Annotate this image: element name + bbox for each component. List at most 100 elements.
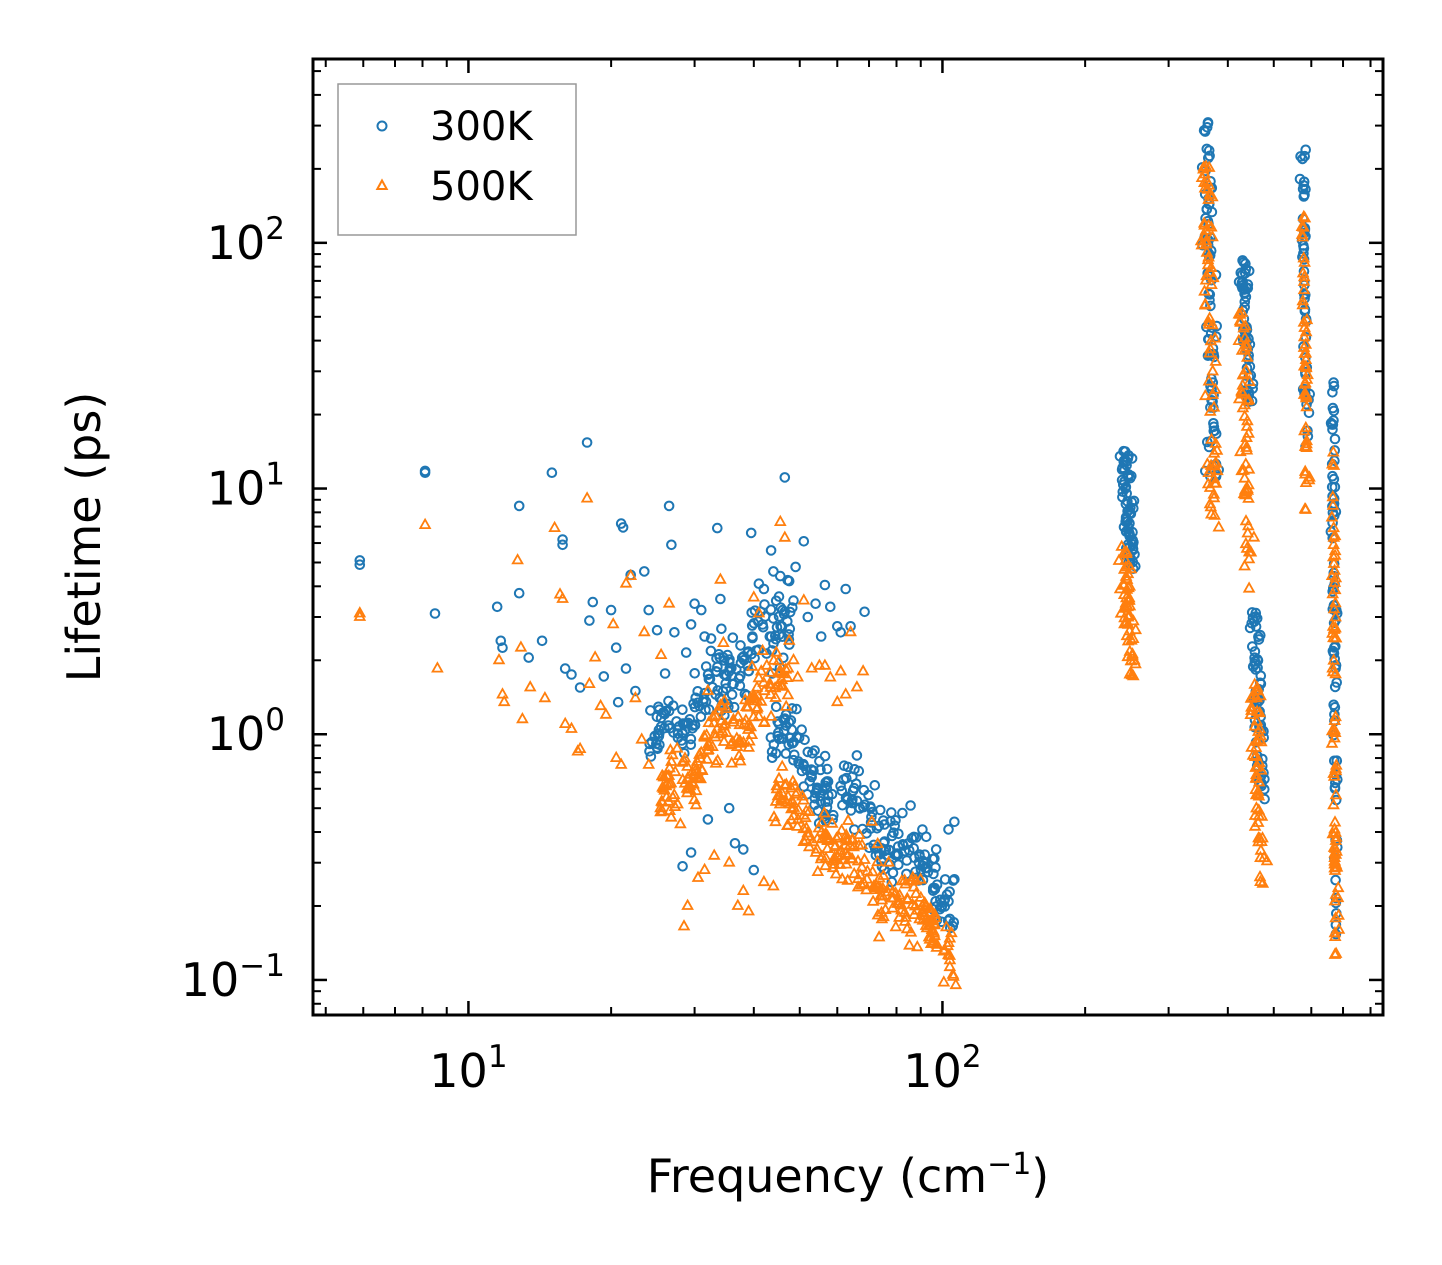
data-point-300k [1126,496,1138,508]
data-point-500k [764,680,778,692]
data-point-300k [1327,517,1338,529]
data-point-500k [1298,346,1311,358]
data-point-500k [825,816,839,828]
data-point-500k [943,959,957,972]
data-point-500k [1254,850,1267,862]
data-point-300k [738,844,749,855]
data-point-300k [786,703,798,714]
data-point-500k [523,680,537,692]
data-point-500k [594,698,607,711]
data-point-500k [903,938,916,950]
data-point-500k [1198,298,1212,310]
data-point-500k [1198,181,1212,193]
data-point-500k [747,590,761,602]
data-point-500k [781,688,795,700]
data-point-500k [1299,475,1313,488]
data-point-300k [659,722,670,734]
data-point-500k [1205,432,1218,444]
data-point-500k [1332,922,1346,934]
data-point-500k [1247,688,1261,700]
legend-marker-500k [375,178,389,190]
data-point-300k [1120,513,1132,525]
data-point-300k [657,707,669,719]
data-point-500k [1326,619,1340,631]
data-point-300k [696,604,707,616]
data-point-500k [674,816,687,829]
data-point-300k [909,852,920,864]
data-point-300k [842,761,854,773]
data-point-500k [884,891,898,903]
tick-label-base: 10 [207,707,266,761]
data-point-300k [559,663,571,674]
data-point-500k [1207,487,1221,499]
data-point-500k [835,823,848,835]
data-point-500k [1129,622,1143,635]
data-point-300k [766,752,778,764]
data-point-300k [1299,306,1311,317]
data-point-300k [837,799,848,811]
data-point-500k [698,862,711,874]
data-point-500k [913,912,926,924]
data-point-300k [566,669,577,680]
x-tick-label: 101 [429,1039,507,1098]
legend-label-300k: 300K [430,104,534,150]
data-point-500k [736,883,750,895]
data-point-500k [1251,784,1265,796]
data-point-500k [773,514,787,526]
data-point-300k [685,739,697,751]
data-point-300k [1205,300,1216,312]
data-point-300k [949,816,960,828]
data-point-300k [944,886,955,898]
data-point-500k [797,793,810,805]
data-point-500k [752,606,766,618]
data-point-300k [1297,153,1308,165]
data-point-500k [1233,314,1247,326]
data-point-300k [584,615,595,626]
data-point-300k [873,820,885,832]
data-point-300k [765,545,777,556]
data-point-500k [548,520,561,532]
data-point-500k [1119,569,1133,581]
data-point-500k [1242,426,1255,438]
data-point-500k [910,939,924,952]
data-point-300k [689,668,701,679]
data-point-500k [883,879,896,891]
data-point-500k [907,880,921,892]
data-point-500k [844,624,857,637]
data-point-300k [497,642,508,654]
data-point-500k [1250,801,1263,813]
data-point-500k [1201,457,1214,469]
data-point-500k [1329,610,1342,622]
data-point-500k [1253,733,1266,745]
data-point-500k [1329,911,1342,923]
data-point-500k [782,633,796,645]
data-point-300k [892,841,904,852]
data-point-500k [1232,392,1246,404]
data-point-500k [830,694,844,707]
tick-label-exponent: 2 [962,1039,982,1075]
data-point-500k [833,857,847,869]
data-point-500k [619,576,633,588]
data-point-500k [1236,387,1250,399]
data-point-500k [684,767,698,779]
data-point-300k [581,437,593,448]
data-point-300k [726,689,738,700]
data-point-500k [856,664,870,676]
data-point-300k [1253,634,1265,645]
data-point-300k [536,635,548,647]
data-point-300k [859,606,870,618]
data-point-300k [1249,656,1261,667]
data-point-300k [791,703,802,715]
data-point-500k [1204,260,1218,273]
data-point-300k [617,522,629,533]
data-point-500k [1301,367,1314,380]
data-point-500k [1242,552,1256,564]
data-point-500k [875,912,889,924]
data-point-500k [693,771,707,784]
tick-label-base: 10 [207,216,266,270]
data-point-300k [1241,282,1252,293]
data-point-300k [850,778,862,790]
data-point-500k [1328,894,1342,906]
data-point-300k [778,713,789,725]
data-point-500k [787,809,800,821]
